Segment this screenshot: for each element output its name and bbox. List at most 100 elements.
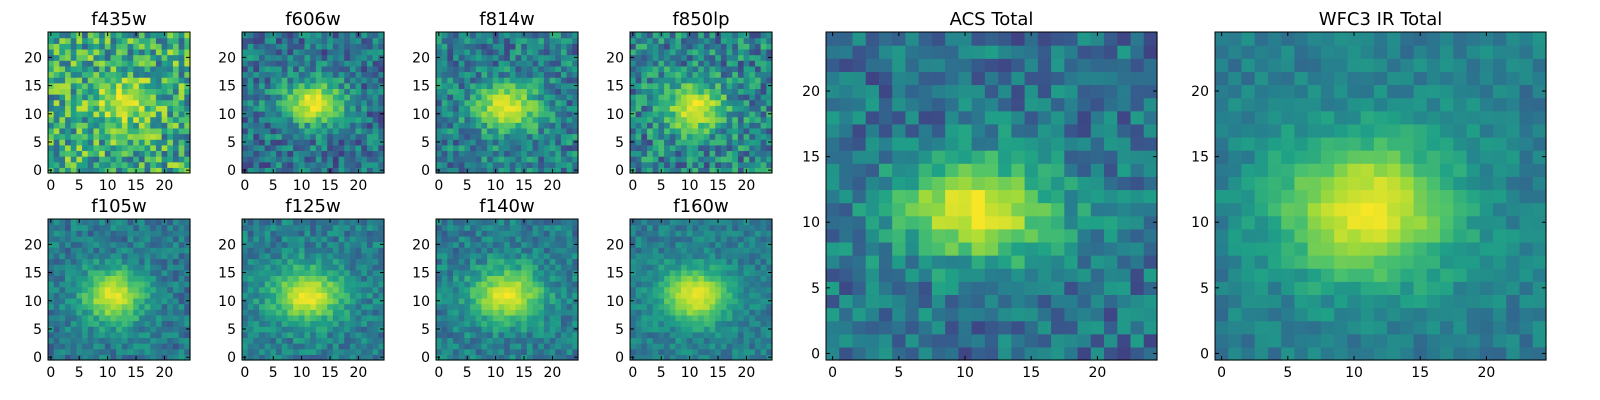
heatmap-cell xyxy=(372,88,379,95)
heatmap-cell xyxy=(361,116,368,123)
heatmap-cell xyxy=(298,43,306,50)
heatmap-cell xyxy=(652,167,659,174)
heatmap-cell xyxy=(53,139,60,146)
heatmap-cell xyxy=(127,88,134,95)
heatmap-cell xyxy=(641,337,648,344)
heatmap-cell xyxy=(82,82,89,89)
heatmap-cell xyxy=(458,116,465,123)
heatmap-cell xyxy=(658,286,665,293)
heatmap-cell xyxy=(555,230,562,237)
heatmap-cell xyxy=(566,94,573,101)
heatmap-cell xyxy=(82,60,89,67)
heatmap-cell xyxy=(327,48,334,56)
heatmap-cell xyxy=(59,71,66,78)
heatmap-cell xyxy=(355,235,362,243)
heatmap-cell xyxy=(366,37,374,44)
heatmap-cell xyxy=(70,337,77,344)
axes-frame xyxy=(629,31,773,174)
heatmap-cell xyxy=(338,348,345,355)
heatmap-cell xyxy=(464,303,471,310)
heatmap-cell xyxy=(253,43,260,50)
heatmap-cell xyxy=(172,48,180,56)
heatmap-cell xyxy=(270,133,277,140)
heatmap-cell xyxy=(87,235,95,243)
heatmap-cell xyxy=(144,150,151,157)
heatmap-cell xyxy=(349,94,357,101)
heatmap-cell xyxy=(259,219,266,226)
heatmap-cell xyxy=(487,247,494,254)
heatmap-cell xyxy=(458,127,465,135)
heatmap-cell xyxy=(259,224,266,231)
heatmap-cell xyxy=(247,116,254,123)
heatmap-cell xyxy=(470,161,477,168)
heatmap-cell xyxy=(743,48,750,56)
heatmap-cell xyxy=(264,94,271,101)
heatmap-cell xyxy=(686,65,694,73)
heatmap-cell xyxy=(436,105,443,112)
heatmap-cell xyxy=(178,99,185,106)
heatmap-cell xyxy=(270,309,277,316)
heatmap-cell xyxy=(652,77,659,84)
heatmap-cell xyxy=(144,139,151,146)
heatmap-cell xyxy=(178,303,185,310)
heatmap-cell xyxy=(48,133,55,140)
heatmap-cell xyxy=(749,303,756,310)
heatmap-cell xyxy=(155,331,163,339)
x-tick-label: 10 xyxy=(99,365,117,381)
heatmap-cell xyxy=(743,116,750,123)
heatmap-cell xyxy=(293,275,300,282)
heatmap-cell xyxy=(732,94,739,101)
heatmap-cell xyxy=(344,337,351,344)
heatmap-cell xyxy=(686,297,694,305)
heatmap-cell xyxy=(48,88,55,95)
heatmap-cell xyxy=(344,161,351,168)
heatmap-cell xyxy=(349,54,357,61)
heatmap-cell xyxy=(749,71,756,78)
heatmap-cell xyxy=(161,37,168,44)
heatmap-cell xyxy=(150,99,157,106)
heatmap-cell xyxy=(355,43,362,50)
heatmap-cell xyxy=(481,314,488,322)
heatmap-cell xyxy=(487,60,494,67)
heatmap-cell xyxy=(276,343,283,350)
heatmap-cell xyxy=(543,275,551,282)
heatmap-cell xyxy=(161,144,168,152)
heatmap-cell xyxy=(247,320,254,327)
heatmap-cell xyxy=(470,88,477,95)
heatmap-cell xyxy=(99,43,106,50)
heatmap-cell xyxy=(372,309,379,316)
heatmap-cell xyxy=(532,133,539,140)
heatmap-cell xyxy=(327,99,334,106)
heatmap-cell xyxy=(287,247,294,254)
heatmap-cell xyxy=(441,37,448,44)
heatmap-cell xyxy=(76,60,83,67)
heatmap-cell xyxy=(509,144,517,152)
heatmap-cell xyxy=(521,139,528,146)
heatmap-cell xyxy=(315,122,323,129)
heatmap-cell xyxy=(372,116,379,123)
heatmap-cell xyxy=(560,167,568,174)
heatmap-cell xyxy=(715,43,722,50)
heatmap-cell xyxy=(315,303,323,310)
heatmap-cell xyxy=(732,110,739,118)
heatmap-cell xyxy=(99,127,106,135)
heatmap-cell xyxy=(332,252,340,260)
heatmap-cell xyxy=(161,139,168,146)
heatmap-cell xyxy=(492,258,500,265)
heatmap-cell xyxy=(732,127,739,135)
heatmap-cell xyxy=(664,54,671,61)
heatmap-cell xyxy=(332,275,340,282)
heatmap-cell xyxy=(560,326,568,333)
heatmap-cell xyxy=(104,241,112,248)
heatmap-cell xyxy=(560,116,568,123)
heatmap-cell xyxy=(692,94,699,101)
heatmap-cell xyxy=(59,309,66,316)
heatmap-cell xyxy=(259,60,266,67)
heatmap-cell xyxy=(441,122,448,129)
heatmap-cell xyxy=(555,37,562,44)
heatmap-cell xyxy=(121,331,129,339)
heatmap-cell xyxy=(641,161,648,168)
heatmap-cell xyxy=(127,116,134,123)
heatmap-cell xyxy=(366,224,374,231)
heatmap-cell xyxy=(178,82,185,89)
